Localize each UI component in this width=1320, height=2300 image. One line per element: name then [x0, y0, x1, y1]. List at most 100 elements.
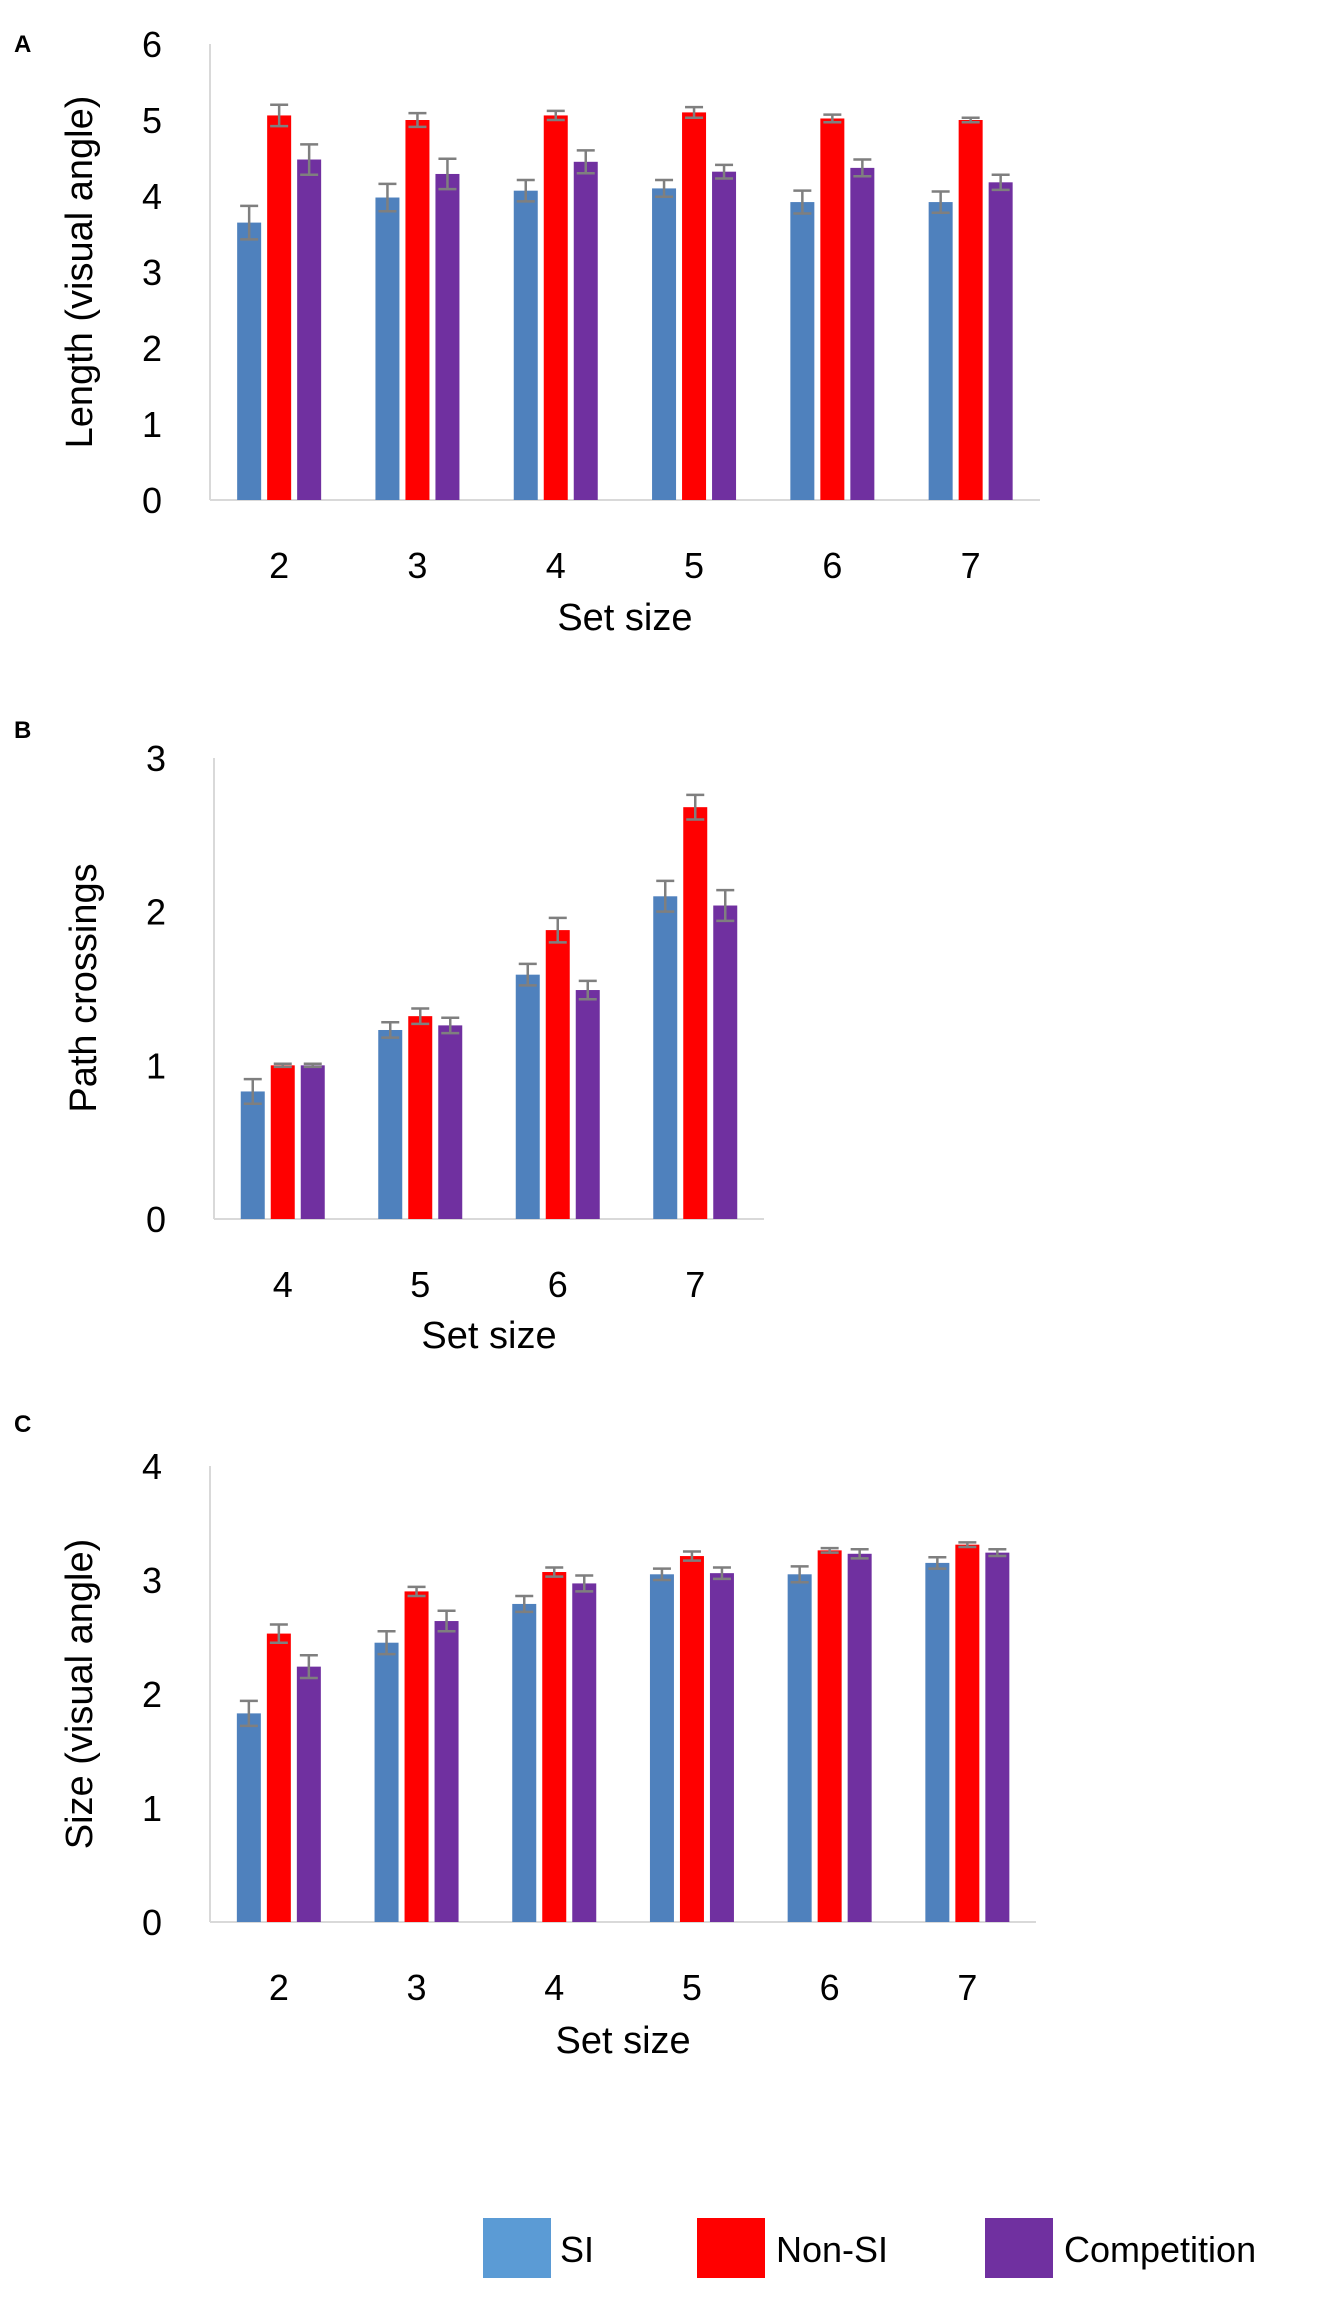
bar-si	[378, 1029, 403, 1219]
x-tick-label: 6	[820, 1967, 840, 2008]
panel-a-length-chart: A 0 1 2 3 4 5 6 2 3 4 5 6 7 Set size Length (visual ang…	[14, 24, 1040, 639]
y-tick-label: 1	[142, 404, 162, 445]
legend-swatch	[483, 2218, 551, 2278]
bar-si	[787, 1574, 812, 1922]
x-tick-label: 7	[957, 1967, 977, 2008]
y-tick-label: 4	[142, 1446, 162, 1487]
x-tick-label: 2	[269, 545, 289, 586]
panel-c-size-chart: C 0 1 2 3 4 2 3 4 5 6 7 Set size Size (visual angle)	[14, 1411, 1036, 2062]
bar-competition	[988, 182, 1013, 500]
bar-competition	[713, 905, 738, 1219]
x-tick-label: 4	[544, 1967, 564, 2008]
bar-competition	[300, 1065, 325, 1219]
bar-si	[790, 202, 815, 500]
y-tick-label: 6	[142, 24, 162, 65]
y-tick-label: 2	[142, 1674, 162, 1715]
x-tick-label: 7	[685, 1264, 705, 1305]
legend-label: SI	[560, 2229, 594, 2270]
y-tick-label: 0	[146, 1199, 166, 1240]
bar-si	[928, 202, 953, 500]
bar-competition	[435, 173, 460, 500]
x-axis-label: Set size	[556, 2020, 691, 2062]
bar-non-si	[542, 1572, 567, 1922]
x-tick-label: 2	[269, 1967, 289, 2008]
bar-non-si	[543, 115, 568, 500]
x-tick-label: 6	[822, 545, 842, 586]
y-tick-label: 0	[142, 1902, 162, 1943]
x-tick-label: 5	[682, 1967, 702, 2008]
legend-label: Competition	[1064, 2229, 1256, 2270]
x-axis-label: Set size	[421, 1315, 556, 1357]
panel-label: C	[14, 1411, 31, 1438]
x-tick-label: 6	[548, 1264, 568, 1305]
bar-si	[237, 222, 262, 500]
bar-si	[513, 190, 538, 500]
bar-non-si	[820, 118, 845, 500]
bar-si	[649, 1574, 674, 1922]
y-tick-label: 5	[142, 100, 162, 141]
bar-competition	[709, 1573, 734, 1922]
x-tick-label: 4	[273, 1264, 293, 1305]
y-tick-label: 1	[146, 1045, 166, 1086]
bar-si	[375, 197, 400, 500]
bar-competition	[712, 171, 737, 500]
bar-si	[925, 1562, 950, 1922]
bar-competition	[573, 161, 598, 501]
bar-non-si	[955, 1544, 980, 1922]
x-axis-label: Set size	[557, 597, 692, 639]
panel-label: A	[14, 31, 31, 58]
x-tick-label: 5	[684, 545, 704, 586]
bar-non-si	[817, 1550, 842, 1922]
bar-non-si	[405, 120, 430, 500]
bar-competition	[850, 167, 875, 500]
bar-non-si	[545, 930, 570, 1219]
bar-competition	[297, 159, 322, 500]
x-tick-label: 7	[961, 545, 981, 586]
x-tick-label: 3	[407, 545, 427, 586]
bar-non-si	[683, 807, 708, 1219]
bar-non-si	[404, 1591, 429, 1922]
x-tick-label: 3	[407, 1967, 427, 2008]
x-tick-label: 4	[546, 545, 566, 586]
bar-competition	[847, 1553, 872, 1922]
y-tick-label: 2	[146, 892, 166, 933]
bar-non-si	[266, 1633, 291, 1922]
bar-competition	[438, 1025, 463, 1219]
y-tick-label: 3	[146, 738, 166, 779]
bar-non-si	[408, 1016, 433, 1219]
bar-si	[652, 188, 677, 500]
bar-si	[512, 1603, 537, 1922]
x-tick-label: 5	[410, 1264, 430, 1305]
y-tick-label: 4	[142, 176, 162, 217]
y-tick-label: 2	[142, 328, 162, 369]
panel-b-path-crossings-chart: B 0 1 2 3 4 5 6 7 Set size Path crossings	[14, 717, 764, 1357]
y-axis-label: Length (visual angle)	[59, 96, 101, 449]
legend-label: Non-SI	[776, 2229, 888, 2270]
y-axis-label: Path crossings	[63, 863, 105, 1112]
bar-competition	[985, 1552, 1010, 1922]
legend: SI Non-SI Competition	[483, 2218, 1256, 2278]
bar-si	[374, 1642, 399, 1922]
bar-si	[515, 974, 540, 1219]
y-axis-label: Size (visual angle)	[59, 1539, 101, 1849]
bar-non-si	[958, 120, 983, 500]
bar-non-si	[679, 1556, 704, 1922]
bar-competition	[575, 990, 600, 1219]
legend-swatch	[985, 2218, 1053, 2278]
y-tick-label: 3	[142, 1560, 162, 1601]
bar-competition	[572, 1583, 597, 1922]
y-tick-label: 0	[142, 480, 162, 521]
bar-competition	[296, 1666, 321, 1922]
bar-si	[653, 896, 678, 1219]
bar-non-si	[270, 1065, 295, 1219]
legend-swatch	[697, 2218, 765, 2278]
y-tick-label: 1	[142, 1788, 162, 1829]
bar-non-si	[267, 115, 292, 500]
bar-si	[240, 1091, 265, 1219]
panel-label: B	[14, 717, 31, 744]
bar-non-si	[682, 112, 707, 501]
y-tick-label: 3	[142, 252, 162, 293]
bar-competition	[434, 1621, 459, 1922]
bar-si	[236, 1713, 261, 1922]
